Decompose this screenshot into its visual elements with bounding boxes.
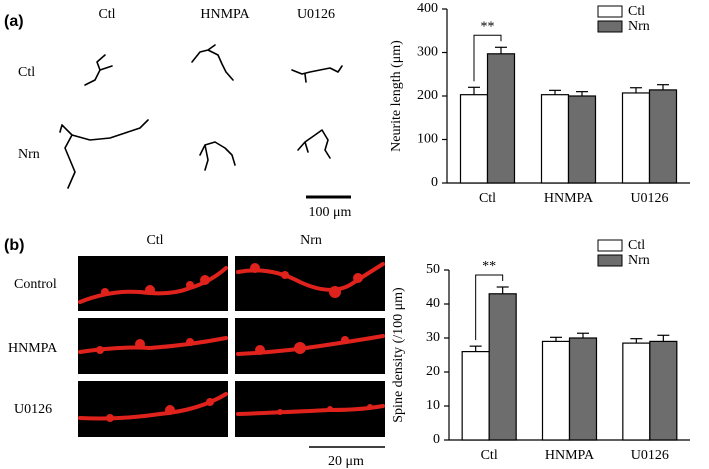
significance-bracket	[475, 274, 504, 341]
y-tick-label: 0	[433, 432, 440, 447]
row-label: Nrn	[18, 147, 40, 162]
y-tick-label: 10	[426, 398, 440, 413]
y-tick-label: 50	[426, 262, 440, 277]
x-tick-label: HNMPA	[544, 191, 594, 206]
annotation: **	[481, 19, 495, 34]
y-axis-label: Neurite length (μm)	[389, 40, 404, 152]
column-label: Ctl	[98, 7, 115, 22]
column-label: U0126	[297, 7, 335, 22]
y-tick-label: 300	[417, 45, 438, 60]
legend-label: Nrn	[628, 19, 650, 34]
bar	[488, 293, 517, 441]
bar	[567, 95, 597, 184]
legend-swatch	[597, 254, 623, 267]
y-tick-label: 100	[417, 132, 438, 147]
bar	[649, 340, 678, 441]
y-tick-label: 30	[426, 330, 440, 345]
legend-label: Ctl	[628, 238, 645, 253]
bar	[621, 92, 651, 184]
legend-swatch	[597, 239, 623, 252]
panel-label: (a)	[4, 13, 24, 30]
scale-bar-label: 100 μm	[309, 205, 352, 220]
y-axis-label: Spine density (/100 μm)	[391, 287, 406, 423]
bar	[622, 342, 651, 441]
bar	[541, 340, 571, 441]
micrographs	[78, 256, 385, 437]
y-tick-label: 200	[417, 88, 438, 103]
x-tick-label: U0126	[630, 191, 668, 206]
panel-label: (b)	[4, 237, 24, 254]
scale-bar-label: 20 μm	[328, 454, 364, 469]
row-label: Ctl	[18, 65, 35, 80]
bar	[568, 337, 598, 441]
legend-swatch	[597, 5, 623, 18]
x-tick-label: HNMPA	[545, 448, 595, 463]
y-tick-label: 0	[431, 175, 438, 190]
neuron-traces	[59, 44, 343, 189]
bar	[486, 53, 516, 184]
legend-swatch	[597, 20, 623, 33]
column-label: Ctl	[146, 233, 163, 248]
significance-bracket	[473, 34, 502, 82]
bar	[461, 351, 490, 441]
bar	[459, 94, 489, 184]
x-tick-label: U0126	[631, 448, 669, 463]
x-tick-label: Ctl	[481, 448, 498, 463]
row-label: U0126	[14, 402, 52, 417]
y-tick-label: 40	[426, 296, 440, 311]
row-label: Control	[14, 277, 57, 292]
legend-label: Ctl	[628, 4, 645, 19]
legend-label: Nrn	[628, 253, 650, 268]
column-label: HNMPA	[200, 7, 250, 22]
bar	[648, 89, 678, 184]
x-tick-label: Ctl	[479, 191, 496, 206]
y-tick-label: 20	[426, 364, 440, 379]
bar	[540, 94, 570, 184]
y-tick-label: 400	[417, 1, 438, 16]
annotation: **	[482, 259, 496, 274]
row-label: HNMPA	[8, 341, 58, 356]
column-label: Nrn	[300, 233, 322, 248]
